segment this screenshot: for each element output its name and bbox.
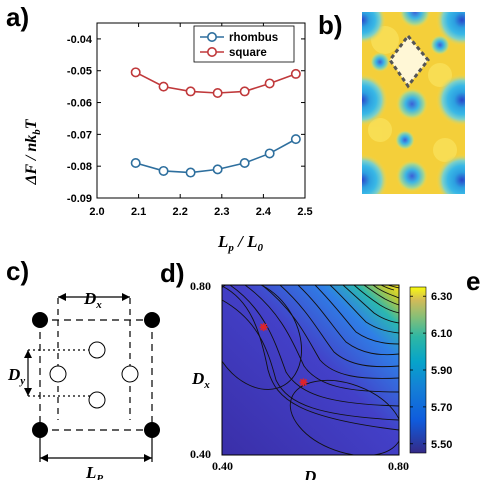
panel-e-letter: e (466, 266, 480, 296)
chart-a-xtick: 2.5 (297, 206, 312, 218)
chart-d-ylabel: Dx (191, 369, 210, 391)
chart-a-ytick: -0.05 (67, 66, 92, 78)
point-rhombus (185, 167, 196, 178)
inner-particle (49, 365, 67, 383)
rhombus-outline (388, 33, 430, 89)
corner-particle (32, 312, 48, 328)
legend-label-rhombus: rhombus (229, 32, 278, 44)
chart-a-xlabel: Lp / L0 (217, 232, 264, 254)
inner-particle (88, 341, 106, 359)
chart-a-ytick: -0.08 (67, 161, 92, 173)
series-line-rhombus (135, 138, 297, 174)
inner-particle (88, 391, 106, 409)
point-square (212, 88, 223, 99)
panel-d-letter: d) (160, 258, 185, 288)
minimum-marker (259, 323, 268, 332)
chart-a-ytick: -0.04 (67, 34, 93, 46)
inner-particle (121, 365, 139, 383)
label-dx: D (83, 289, 96, 308)
corner-particle (144, 422, 160, 438)
chart-a-ytick: -0.07 (67, 129, 92, 141)
label-lp: L (85, 463, 96, 480)
svg-text:ΔF / nkbT: ΔF / nkbT (23, 118, 43, 185)
corner-particle (32, 422, 48, 438)
colorbar-tick: 6.10 (431, 328, 452, 340)
chart-d-xtick-1: 0.80 (388, 459, 409, 473)
chart-a-ylabel: ΔF / nkbT (23, 118, 43, 185)
chart-a-ytick: -0.06 (67, 98, 92, 110)
chart-a-xtick: 2.0 (89, 206, 104, 218)
colorbar (409, 286, 427, 454)
point-square (185, 86, 196, 97)
colorbar-tick: 6.30 (431, 291, 452, 303)
panel-b-letter: b) (318, 10, 343, 40)
chart-a-ytick: -0.09 (67, 193, 92, 205)
series-line-square (135, 71, 297, 94)
minimum-marker (299, 378, 308, 387)
point-rhombus (239, 158, 250, 169)
point-square (264, 78, 275, 89)
point-square (239, 86, 250, 97)
legend-marker-rhombus (207, 31, 218, 42)
point-square (130, 67, 141, 78)
point-rhombus (158, 165, 169, 176)
point-square (158, 81, 169, 92)
legend-label-square: square (229, 47, 267, 59)
chart-d-ytick-1: 0.40 (190, 447, 211, 461)
chart-a-xtick: 2.4 (256, 206, 272, 218)
label-dy: D (7, 365, 20, 384)
chart-a-frame (96, 22, 306, 199)
panel-a-letter: a) (6, 2, 30, 32)
panel-c-letter: c) (6, 256, 30, 286)
chart-d-ytick-0: 0.80 (190, 279, 211, 293)
svg-text:Dy: Dy (7, 365, 25, 387)
legend-marker-square (207, 46, 218, 57)
colorbar-tick: 5.90 (431, 365, 452, 377)
chart-d-xlabel: Dx (303, 467, 322, 480)
point-square (290, 68, 301, 79)
chart-d-xtick-0: 0.40 (212, 459, 233, 473)
chart-a-legend: rhombus square (193, 25, 295, 63)
chart-a-xtick: 2.3 (214, 206, 229, 218)
colorbar-tick: 5.50 (431, 439, 452, 451)
chart-a-xtick: 2.1 (131, 206, 146, 218)
colorbar-tick: 5.70 (431, 402, 452, 414)
svg-text:LP: LP (85, 463, 103, 480)
point-rhombus (264, 148, 275, 159)
chart-a-xtick: 2.2 (173, 206, 188, 218)
point-rhombus (130, 158, 141, 169)
point-rhombus (212, 164, 223, 175)
point-rhombus (290, 134, 301, 145)
svg-text:Dx: Dx (83, 289, 102, 311)
corner-particle (144, 312, 160, 328)
